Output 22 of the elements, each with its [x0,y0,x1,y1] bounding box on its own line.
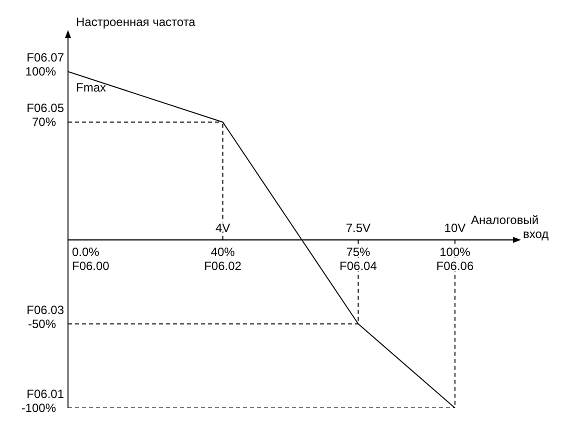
y-tick-label: -100% [21,400,56,415]
y-tick-label: 100% [25,64,56,79]
annotation: F06.03 [26,302,64,317]
x-tick-label: 75% [346,244,371,259]
annotation: F06.05 [26,101,64,116]
annotation: F06.07 [26,50,64,65]
y-axis-title: Настроенная частота [76,15,196,29]
annotation: F06.04 [340,258,378,273]
annotation: Fmax [76,80,106,95]
x2-tick-label: 4V [215,220,230,235]
annotation: F06.02 [204,258,242,273]
x-tick-label: 0.0% [72,244,100,259]
x2-tick-label: 7.5V [346,220,371,235]
annotation: F06.00 [72,258,110,273]
annotation: F06.06 [436,258,474,273]
y-tick-label: 70% [32,115,56,130]
x-tick-label: 100% [440,244,471,259]
x-axis-title: Аналоговый вход [470,212,549,241]
x-tick-label: 40% [210,244,236,259]
y-tick-label: -50% [28,316,56,331]
annotation: F06.01 [26,387,64,401]
x2-tick-label: 10V [444,220,466,235]
